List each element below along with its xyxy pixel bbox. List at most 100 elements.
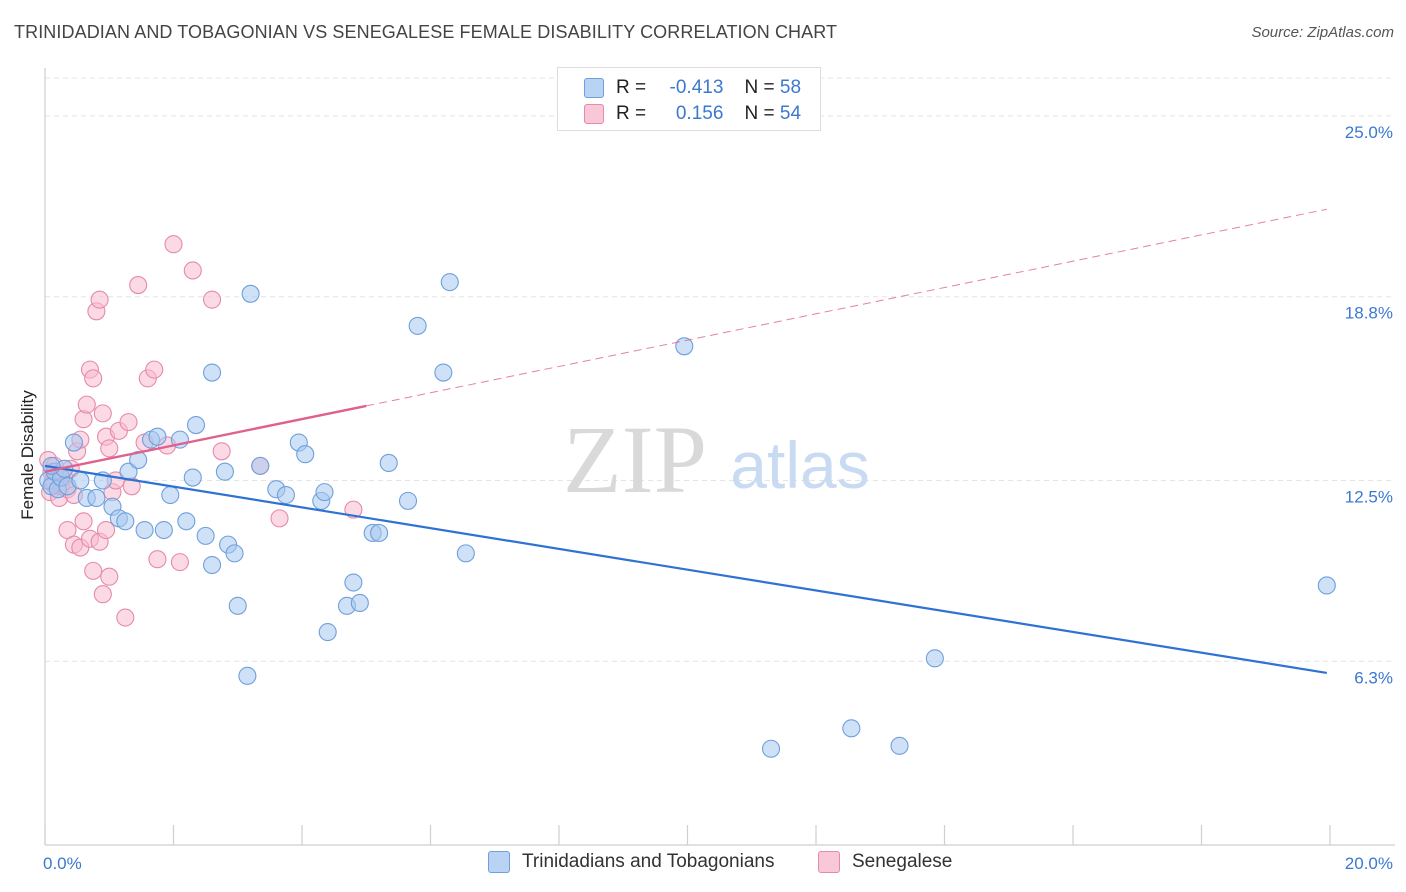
legend-item-senegalese: Senegalese <box>818 851 952 873</box>
legend-swatch-blue <box>488 851 510 873</box>
point-trinidadian <box>186 415 206 435</box>
point-senegalese <box>93 404 112 423</box>
point-trinidadian <box>318 623 337 642</box>
y-tick-label: 12.5% <box>1345 487 1393 506</box>
point-trinidadian <box>315 483 334 502</box>
point-senegalese <box>93 585 112 604</box>
point-senegalese <box>203 290 222 309</box>
correlation-legend: R = -0.413 N = 58 R = 0.156 N = 54 <box>557 67 821 131</box>
point-trinidadian <box>251 456 270 475</box>
y-axis-label: Female Disability <box>18 390 37 520</box>
point-trinidadian <box>161 485 180 505</box>
point-trinidadian <box>408 316 427 335</box>
point-trinidadian <box>925 649 944 668</box>
legend-label: Senegalese <box>852 851 953 872</box>
point-senegalese <box>183 261 202 280</box>
point-senegalese <box>96 520 116 540</box>
legend-swatch-blue <box>584 78 604 98</box>
point-trinidadian <box>344 573 363 592</box>
point-trinidadian <box>675 337 694 356</box>
point-trinidadian <box>1317 576 1336 595</box>
watermark-atlas: atlas <box>730 428 869 502</box>
point-trinidadian <box>398 491 418 510</box>
legend-swatch-pink <box>818 851 840 873</box>
legend-n-value: 54 <box>779 103 802 124</box>
point-senegalese <box>100 439 119 458</box>
point-trinidadian <box>203 555 222 575</box>
legend-row-trinidadian: R = -0.413 N = 58 <box>584 76 801 100</box>
trend-lines <box>44 208 1327 675</box>
point-senegalese <box>84 561 103 580</box>
source-label: Source: ZipAtlas.com <box>1251 24 1394 41</box>
x-tick-label: 20.0% <box>1345 854 1393 873</box>
point-trinidadian <box>215 462 234 481</box>
legend-row-senegalese: R = 0.156 N = 54 <box>584 102 801 126</box>
point-senegalese <box>74 512 93 531</box>
point-trinidadian <box>183 468 202 487</box>
x-tick-label: 0.0% <box>43 854 82 873</box>
point-trinidadian <box>241 284 260 303</box>
axes <box>44 68 1395 846</box>
legend-r-value: 0.156 <box>675 103 724 124</box>
y-tick-label: 6.3% <box>1354 668 1393 687</box>
chart-title: TRINIDADIAN AND TOBAGONIAN VS SENEGALESE… <box>14 22 838 42</box>
point-senegalese <box>100 567 119 586</box>
point-trinidadian <box>370 523 389 543</box>
point-trinidadian <box>71 471 90 490</box>
point-senegalese <box>74 410 93 429</box>
point-trinidadian <box>135 520 154 540</box>
tick-labels: 6.3% 12.5% 18.8% 25.0% 0.0% 20.0% <box>43 123 1393 873</box>
point-trinidadian <box>842 719 861 738</box>
legend-n-value: 58 <box>779 77 802 98</box>
legend-r-value: -0.413 <box>669 77 724 98</box>
trend-line-trinidadian <box>44 464 1327 675</box>
series-trinidadian-points <box>39 273 1336 758</box>
legend-swatch-pink <box>584 104 604 124</box>
point-senegalese <box>170 553 189 572</box>
grid-lines <box>45 77 1395 662</box>
trend-line-senegalese <box>44 404 367 473</box>
legend-n-label: N = <box>744 77 775 98</box>
point-trinidadian <box>228 596 247 615</box>
point-trinidadian <box>64 433 83 452</box>
point-senegalese <box>116 608 135 627</box>
y-tick-label: 25.0% <box>1345 123 1393 142</box>
point-trinidadian <box>761 739 781 758</box>
point-trinidadian <box>177 512 196 531</box>
point-senegalese <box>84 369 103 388</box>
legend-n-label: N = <box>744 103 775 124</box>
point-senegalese <box>119 413 138 432</box>
point-senegalese <box>164 235 183 254</box>
legend-r-label: R = <box>616 77 647 98</box>
point-trinidadian <box>890 736 909 755</box>
point-trinidadian <box>296 445 315 464</box>
bottom-legend: Trinidadians and Tobagonians Senegalese <box>0 851 1406 877</box>
point-trinidadian <box>203 363 222 382</box>
point-senegalese <box>90 290 109 309</box>
point-senegalese <box>129 276 148 295</box>
point-trinidadian <box>350 593 369 612</box>
point-senegalese <box>77 395 96 414</box>
point-senegalese <box>212 442 231 461</box>
point-trinidadian <box>87 488 106 508</box>
point-trinidadian <box>238 666 257 685</box>
point-trinidadian <box>276 485 295 505</box>
point-trinidadian <box>225 544 244 563</box>
point-trinidadian <box>379 453 398 473</box>
point-trinidadian <box>116 512 135 531</box>
point-senegalese <box>270 509 289 528</box>
legend-item-trinidadian: Trinidadians and Tobagonians <box>488 851 774 873</box>
point-senegalese <box>148 550 167 569</box>
y-tick-label: 18.8% <box>1345 304 1393 323</box>
point-trinidadian <box>434 363 453 382</box>
legend-r-label: R = <box>616 103 647 124</box>
point-trinidadian <box>196 526 215 545</box>
trend-line-senegalese-extension <box>366 208 1327 407</box>
legend-label: Trinidadians and Tobagonians <box>522 851 775 872</box>
point-senegalese <box>145 360 164 379</box>
point-trinidadian <box>440 273 459 292</box>
point-trinidadian <box>154 520 173 540</box>
watermark-zip: ZIP <box>563 406 707 513</box>
point-senegalese <box>344 500 363 519</box>
